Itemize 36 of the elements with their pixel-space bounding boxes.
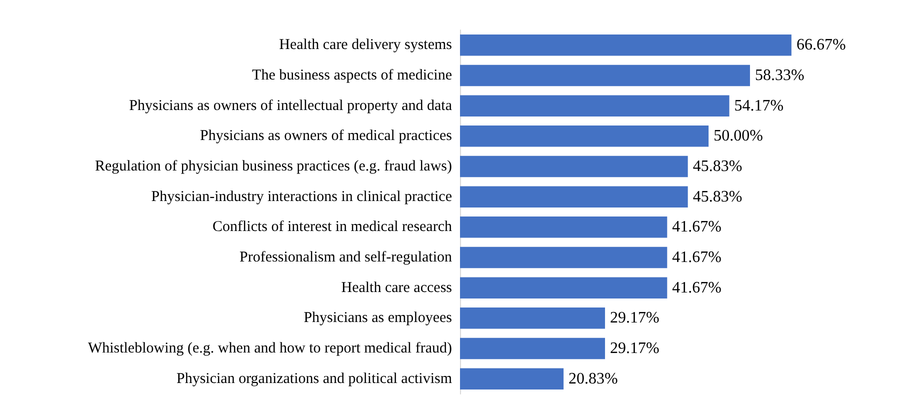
data-label: 45.83% xyxy=(692,188,742,206)
y-tick-label: Health care delivery systems xyxy=(279,37,452,54)
data-label: 50.00% xyxy=(714,128,763,145)
y-tick-label: Health care access xyxy=(341,280,452,296)
y-tick-label: Professionalism and self-regulation xyxy=(240,250,452,266)
y-tick-label: Whistleblowing (e.g. when and how to report medical fraud) xyxy=(88,340,452,356)
y-tick-label: Physicians as owners of medical practices xyxy=(200,128,452,144)
bar xyxy=(460,156,688,178)
y-tick-label: Physician organizations and political activism xyxy=(176,370,452,387)
y-tick-label: Physicians as employees xyxy=(304,310,452,326)
bar xyxy=(460,126,709,147)
data-label: 58.33% xyxy=(754,67,804,84)
y-tick-label: Physicians as owners of intellectual property and data xyxy=(129,98,452,114)
y-tick-label: Regulation of physician business practices (e.g. fraud laws) xyxy=(95,158,452,174)
y-tick-label: Conflicts of interest in medical research xyxy=(212,219,452,236)
data-label: 41.67% xyxy=(672,279,722,296)
bar xyxy=(460,64,750,86)
data-label: 20.83% xyxy=(568,370,618,388)
data-label: 41.67% xyxy=(672,218,722,236)
bar xyxy=(460,186,688,208)
bar xyxy=(460,277,668,298)
bar xyxy=(460,95,730,116)
data-label: 29.17% xyxy=(610,310,660,327)
bar xyxy=(460,34,792,56)
bar xyxy=(460,308,606,329)
data-label: 66.67% xyxy=(796,36,846,54)
bar xyxy=(460,216,668,238)
data-label: 45.83% xyxy=(692,158,742,175)
y-tick-label: The business aspects of medicine xyxy=(252,68,452,84)
y-tick-label: Physician-industry interactions in clinical practice xyxy=(151,188,452,205)
data-label: 29.17% xyxy=(610,340,660,357)
bar xyxy=(460,368,564,390)
data-label: 54.17% xyxy=(734,97,784,114)
bar xyxy=(460,246,668,268)
data-label: 41.67% xyxy=(672,249,722,266)
bar xyxy=(460,338,606,360)
